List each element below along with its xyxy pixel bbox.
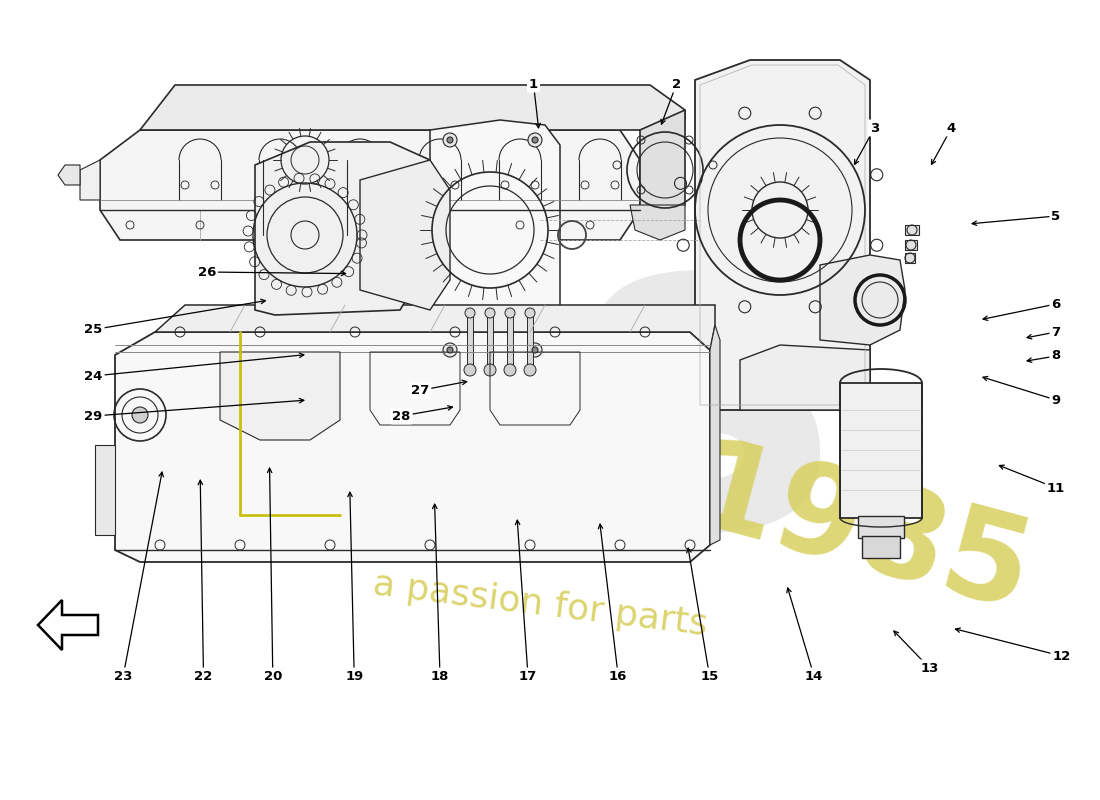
Polygon shape [220,352,340,440]
Bar [905,225,918,235]
Text: 13: 13 [921,662,938,674]
Text: 6: 6 [1052,298,1060,310]
Text: 29: 29 [85,410,102,422]
Bar [840,383,922,518]
Text: 1985: 1985 [676,431,1044,638]
Text: 5: 5 [1052,210,1060,222]
Text: es: es [258,178,842,622]
Text: 17: 17 [519,670,537,682]
Text: 23: 23 [114,670,132,682]
Circle shape [443,133,456,147]
Polygon shape [58,165,80,185]
Circle shape [504,364,516,376]
Text: 24: 24 [85,370,102,382]
Text: a passion for parts: a passion for parts [371,568,710,642]
Text: 15: 15 [701,670,718,682]
Polygon shape [820,255,905,345]
Polygon shape [255,142,434,315]
Polygon shape [740,345,870,410]
Polygon shape [80,160,100,200]
Text: 27: 27 [411,384,429,397]
Polygon shape [116,332,710,562]
Text: 1: 1 [529,78,538,90]
Text: 8: 8 [1052,350,1060,362]
Polygon shape [155,305,715,350]
Text: 4: 4 [947,122,956,134]
Polygon shape [640,110,685,240]
Text: 14: 14 [805,670,823,682]
Circle shape [447,137,453,143]
Text: 25: 25 [85,323,102,336]
Circle shape [505,308,515,318]
Bar [905,240,917,250]
Polygon shape [695,60,870,410]
Circle shape [532,347,538,353]
Text: 28: 28 [393,410,410,422]
Text: 2: 2 [672,78,681,90]
Circle shape [132,407,148,423]
Circle shape [525,308,535,318]
Polygon shape [360,160,450,310]
Polygon shape [630,205,685,240]
Circle shape [524,364,536,376]
Circle shape [443,343,456,357]
Circle shape [485,308,495,318]
Bar [487,315,493,370]
Polygon shape [100,130,640,240]
Text: 26: 26 [198,266,216,278]
Text: 16: 16 [609,670,627,682]
Circle shape [484,364,496,376]
Circle shape [528,133,542,147]
Text: 7: 7 [1052,326,1060,338]
Bar [507,315,513,370]
Circle shape [447,347,453,353]
Text: 20: 20 [264,670,282,682]
Polygon shape [710,325,720,545]
Polygon shape [95,445,116,535]
Bar [527,315,534,370]
Polygon shape [140,85,685,130]
Text: 19: 19 [345,670,363,682]
Circle shape [464,364,476,376]
Polygon shape [430,120,560,372]
Text: 22: 22 [195,670,212,682]
Bar [862,536,900,558]
Bar [468,315,473,370]
Circle shape [528,343,542,357]
Text: 11: 11 [1047,482,1065,494]
Circle shape [465,308,475,318]
Circle shape [532,137,538,143]
Text: 12: 12 [1053,650,1070,662]
Text: 9: 9 [1052,394,1060,406]
Text: 18: 18 [431,670,449,682]
Text: 3: 3 [870,122,879,134]
Bar [905,253,915,263]
Bar [858,516,904,538]
